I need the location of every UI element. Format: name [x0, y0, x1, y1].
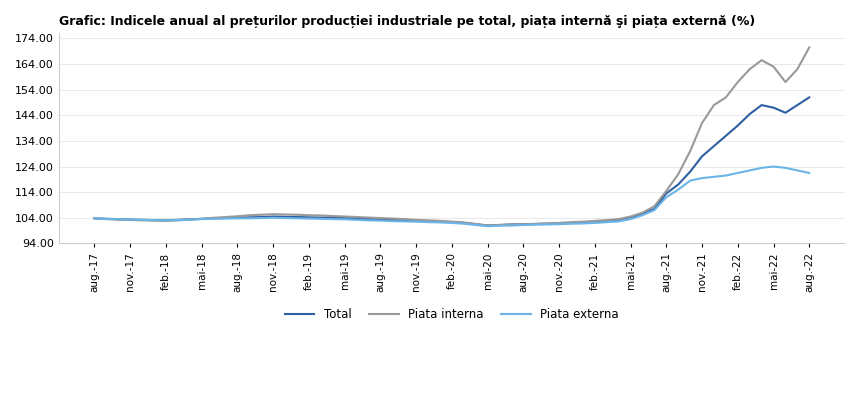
Text: Grafic: Indicele anual al prețurilor producției industriale pe total, piața inte: Grafic: Indicele anual al prețurilor pro…: [58, 15, 755, 28]
Piata interna: [256, 212, 267, 217]
Piata interna: [482, 223, 493, 228]
Piata externa: [721, 173, 731, 178]
Piata externa: [256, 216, 267, 220]
Total: [340, 216, 350, 220]
Piata interna: [470, 222, 481, 226]
Total: [482, 223, 493, 228]
Legend: Total, Piata interna, Piata externa: Total, Piata interna, Piata externa: [280, 303, 624, 326]
Line: Total: Total: [95, 98, 809, 226]
Piata interna: [530, 222, 540, 226]
Piata interna: [804, 45, 814, 50]
Piata externa: [768, 164, 778, 169]
Piata externa: [530, 222, 540, 227]
Piata interna: [721, 95, 731, 100]
Piata externa: [89, 216, 100, 221]
Piata interna: [89, 216, 100, 221]
Total: [232, 215, 243, 220]
Piata externa: [340, 217, 350, 222]
Total: [530, 222, 540, 226]
Piata externa: [470, 222, 481, 227]
Piata externa: [482, 224, 493, 229]
Total: [804, 95, 814, 100]
Piata interna: [340, 214, 350, 219]
Piata externa: [804, 170, 814, 175]
Total: [89, 216, 100, 221]
Piata externa: [232, 216, 243, 221]
Line: Piata externa: Piata externa: [95, 166, 809, 226]
Piata interna: [232, 214, 243, 219]
Total: [256, 215, 267, 220]
Line: Piata interna: Piata interna: [95, 48, 809, 226]
Total: [721, 133, 731, 138]
Total: [470, 222, 481, 226]
